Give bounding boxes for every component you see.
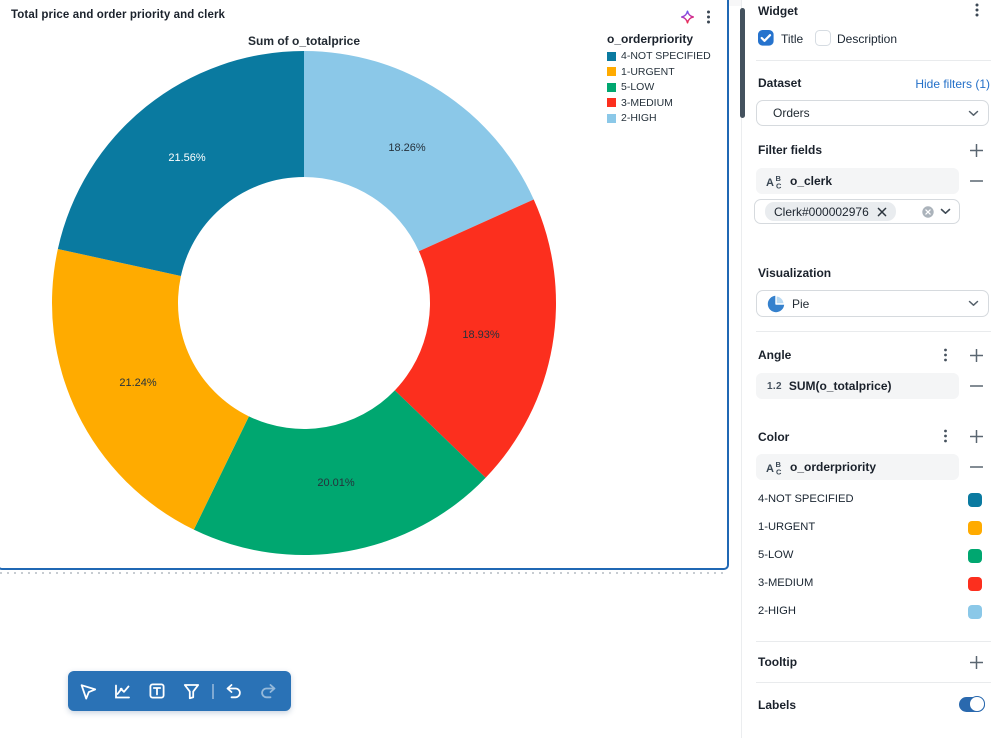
- svg-text:C: C: [776, 181, 782, 189]
- svg-text:A: A: [766, 463, 774, 475]
- svg-text:B: B: [776, 460, 782, 469]
- svg-text:B: B: [776, 174, 782, 183]
- svg-text:C: C: [776, 467, 782, 475]
- svg-text:A: A: [766, 177, 774, 189]
